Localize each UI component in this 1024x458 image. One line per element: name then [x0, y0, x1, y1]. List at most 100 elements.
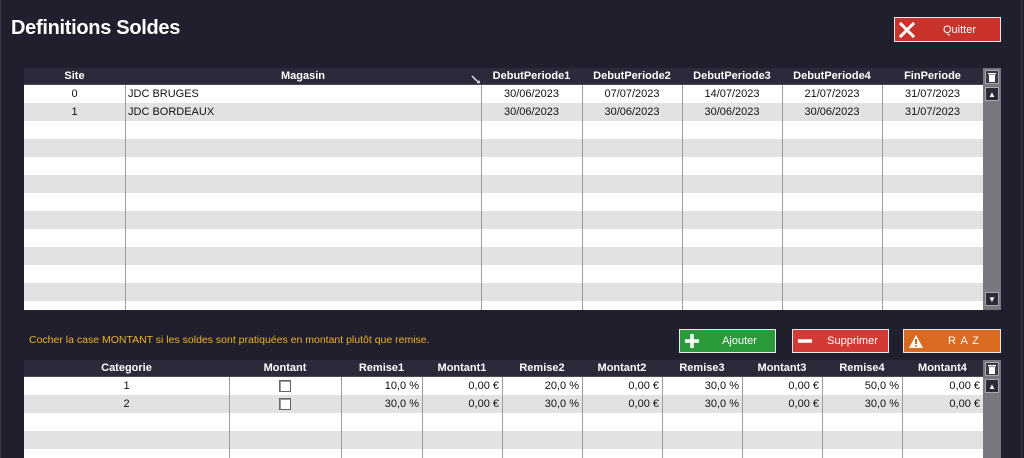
- col-categorie[interactable]: Categorie: [101, 362, 152, 374]
- table-row[interactable]: 0 JDC BRUGES 30/06/2023 07/07/2023 14/07/202…: [24, 85, 983, 103]
- quit-button[interactable]: Quitter: [894, 17, 1001, 42]
- table-cell[interactable]: 30,0 %: [544, 398, 579, 410]
- sort-icon[interactable]: [471, 71, 481, 84]
- table-cell[interactable]: 31/07/2023: [904, 106, 961, 118]
- col-debut4[interactable]: DebutPeriode4: [793, 70, 871, 82]
- montant-note: Cocher la case MONTANT si les soldes son…: [29, 334, 430, 346]
- divider: [782, 85, 783, 310]
- table-cell[interactable]: 30/06/2023: [704, 106, 760, 118]
- table-cell[interactable]: 0,00 €: [468, 398, 499, 410]
- table-cell[interactable]: 2: [123, 398, 130, 410]
- table-cell[interactable]: 30,0 %: [864, 398, 899, 410]
- table-cell[interactable]: 0,00 €: [949, 398, 980, 410]
- divider: [662, 377, 663, 458]
- montant-checkbox-cell[interactable]: [229, 377, 341, 395]
- table-cell[interactable]: JDC BORDEAUX: [128, 106, 215, 118]
- divider: [742, 377, 743, 458]
- table-cell[interactable]: 1: [123, 380, 130, 392]
- table-cell[interactable]: 20,0 %: [544, 380, 579, 392]
- divider: [582, 377, 583, 458]
- col-site[interactable]: Site: [64, 70, 85, 82]
- col-magasin[interactable]: Magasin: [280, 70, 325, 82]
- delete-button-label: Supprimer: [827, 335, 878, 347]
- empty-row[interactable]: [24, 175, 983, 193]
- empty-row[interactable]: [24, 265, 983, 283]
- empty-row[interactable]: [24, 157, 983, 175]
- table-cell[interactable]: 14/07/2023: [704, 88, 760, 100]
- table-cell[interactable]: 30/06/2023: [503, 106, 560, 118]
- scroll-up-icon[interactable]: ▲: [985, 87, 999, 101]
- empty-row[interactable]: [24, 139, 983, 157]
- col-montant2[interactable]: Montant2: [597, 362, 647, 374]
- x-icon: [895, 18, 919, 41]
- table-cell[interactable]: 30/06/2023: [604, 106, 660, 118]
- divider: [502, 377, 503, 458]
- col-montant4[interactable]: Montant4: [918, 362, 967, 374]
- delete-button[interactable]: Supprimer: [792, 329, 889, 353]
- table-cell[interactable]: 0,00 €: [468, 380, 499, 392]
- table-cell[interactable]: 30/06/2023: [503, 88, 560, 100]
- warning-icon: [904, 330, 928, 352]
- scroll-up-icon[interactable]: ▲: [985, 379, 999, 393]
- table-cell[interactable]: 30,0 %: [704, 398, 739, 410]
- table-row[interactable]: 1 JDC BORDEAUX 30/06/2023 30/06/2023 30/06/2…: [24, 103, 983, 121]
- discount-table[interactable]: Categorie Montant Remise1 Montant1 Remis…: [24, 360, 1001, 458]
- col-remise3[interactable]: Remise3: [679, 362, 725, 374]
- col-debut1[interactable]: DebutPeriode1: [492, 70, 571, 82]
- divider: [481, 85, 482, 310]
- empty-row[interactable]: [24, 449, 983, 458]
- col-montant[interactable]: Montant: [263, 362, 307, 374]
- empty-row[interactable]: [24, 229, 983, 247]
- divider: [582, 85, 583, 310]
- col-remise2[interactable]: Remise2: [519, 362, 565, 374]
- divider: [682, 85, 683, 310]
- stores-table[interactable]: Site Magasin DebutPeriode1 DebutPeriode2…: [24, 68, 1001, 310]
- montant-checkbox[interactable]: [279, 398, 291, 410]
- empty-row[interactable]: [24, 301, 983, 310]
- col-remise4[interactable]: Remise4: [839, 362, 885, 374]
- montant-checkbox[interactable]: [279, 380, 291, 392]
- table-cell[interactable]: 50,0 %: [864, 380, 899, 392]
- col-fin[interactable]: FinPeriode: [904, 70, 961, 82]
- table-cell[interactable]: 31/07/2023: [904, 88, 961, 100]
- col-debut2[interactable]: DebutPeriode2: [593, 70, 671, 82]
- empty-row[interactable]: [24, 283, 983, 301]
- reset-button[interactable]: R A Z: [903, 329, 1001, 353]
- empty-row[interactable]: [24, 431, 983, 449]
- table-cell[interactable]: 30,0 %: [384, 398, 419, 410]
- table-cell[interactable]: 0: [71, 88, 78, 100]
- discount-scrollbar[interactable]: ▲: [983, 360, 1001, 458]
- table-cell[interactable]: 30,0 %: [704, 380, 739, 392]
- table-row[interactable]: 2 30,0 % 0,00 € 30,0 % 0,00 € 30,0 % 0,00 € 30,…: [24, 395, 983, 413]
- col-montant3[interactable]: Montant3: [757, 362, 807, 374]
- col-montant1[interactable]: Montant1: [437, 362, 487, 374]
- empty-row[interactable]: [24, 211, 983, 229]
- empty-row[interactable]: [24, 121, 983, 139]
- minus-icon: [793, 330, 817, 352]
- stores-scrollbar[interactable]: ▲ ▼: [983, 68, 1001, 310]
- trash-icon[interactable]: [985, 70, 999, 84]
- table-cell[interactable]: 0,00 €: [628, 380, 659, 392]
- trash-icon[interactable]: [985, 362, 999, 376]
- table-row[interactable]: 1 10,0 % 0,00 € 20,0 % 0,00 € 30,0 % 0,00 € 50,…: [24, 377, 983, 395]
- table-cell[interactable]: 0,00 €: [788, 398, 819, 410]
- table-cell[interactable]: 30/06/2023: [804, 106, 860, 118]
- table-cell[interactable]: 0,00 €: [949, 380, 980, 392]
- table-cell[interactable]: 0,00 €: [628, 398, 659, 410]
- table-cell[interactable]: JDC BRUGES: [128, 88, 199, 100]
- table-cell[interactable]: 10,0 %: [384, 380, 419, 392]
- table-cell[interactable]: 1: [71, 106, 78, 118]
- add-button[interactable]: Ajouter: [679, 329, 776, 353]
- table-cell[interactable]: 21/07/2023: [804, 88, 860, 100]
- empty-row[interactable]: [24, 247, 983, 265]
- montant-checkbox-cell[interactable]: [229, 395, 341, 413]
- empty-row[interactable]: [24, 413, 983, 431]
- col-remise1[interactable]: Remise1: [358, 362, 405, 374]
- scroll-down-icon[interactable]: ▼: [985, 292, 999, 306]
- table-cell[interactable]: 07/07/2023: [604, 88, 660, 100]
- empty-row[interactable]: [24, 193, 983, 211]
- add-button-label: Ajouter: [722, 335, 757, 347]
- table-cell[interactable]: 0,00 €: [788, 380, 819, 392]
- col-debut3[interactable]: DebutPeriode3: [693, 70, 771, 82]
